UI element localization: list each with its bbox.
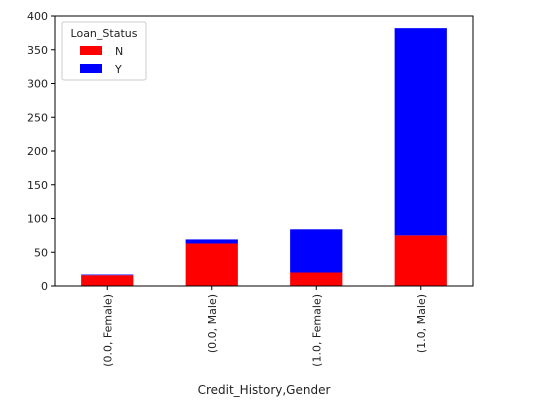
y-tick-label: 300 — [27, 78, 48, 91]
bar-y-3 — [394, 28, 447, 236]
legend-swatch-n — [80, 46, 102, 55]
y-tick-label: 50 — [34, 246, 48, 259]
y-tick-label: 100 — [27, 213, 48, 226]
x-tick-label: (1.0, Male) — [415, 294, 428, 353]
x-axis: (0.0, Female) (0.0, Male) (1.0, Female) (1.… — [101, 286, 428, 367]
bar-y-0 — [81, 274, 134, 276]
legend-label-n: N — [115, 45, 123, 58]
bar-y-1 — [185, 239, 238, 244]
y-tick-label: 150 — [27, 179, 48, 192]
x-tick-label: (0.0, Female) — [101, 294, 114, 367]
x-tick-label: (0.0, Male) — [206, 294, 219, 353]
y-tick-label: 250 — [27, 111, 48, 124]
y-tick-label: 0 — [41, 280, 48, 293]
x-tick-label: (1.0, Female) — [310, 294, 323, 367]
legend-title: Loan_Status — [71, 27, 138, 40]
bar-n-0 — [81, 275, 134, 286]
legend-swatch-y — [80, 64, 102, 73]
y-tick-label: 200 — [27, 145, 48, 158]
bar-n-1 — [185, 243, 238, 286]
bar-n-3 — [394, 235, 447, 286]
legend-label-y: Y — [114, 63, 122, 76]
legend: Loan_Status NY — [61, 21, 147, 81]
x-axis-label: Credit_History,Gender — [198, 383, 331, 397]
bar-y-2 — [290, 229, 343, 273]
bar-n-2 — [290, 272, 343, 286]
y-tick-label: 400 — [27, 10, 48, 23]
y-axis: 0 50 100 150 200 250 300 350 400 — [27, 10, 55, 293]
y-tick-label: 350 — [27, 44, 48, 57]
bars-layer — [81, 28, 447, 286]
